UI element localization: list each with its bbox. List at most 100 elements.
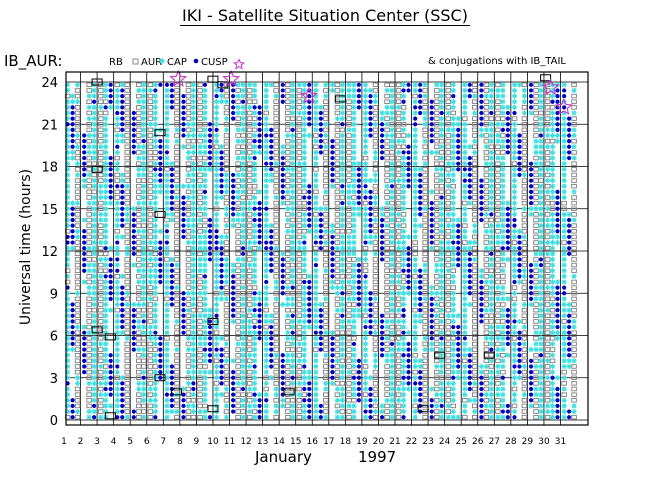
cusp-point bbox=[82, 336, 86, 340]
cusp-point bbox=[357, 263, 361, 267]
cap-point bbox=[141, 285, 146, 290]
cusp-point bbox=[567, 235, 571, 239]
cusp-point bbox=[71, 314, 75, 318]
cusp-point bbox=[319, 347, 323, 351]
cap-point bbox=[141, 217, 146, 222]
cusp-point bbox=[368, 331, 372, 335]
cap-point bbox=[363, 127, 368, 132]
cap-point bbox=[545, 223, 550, 228]
aur-point bbox=[335, 331, 340, 335]
cusp-point bbox=[319, 117, 323, 121]
cap-point bbox=[423, 206, 428, 211]
cap-point bbox=[423, 116, 428, 121]
cap-point bbox=[522, 99, 527, 104]
cap-point bbox=[240, 234, 245, 239]
cap-point bbox=[550, 319, 555, 324]
aur-point bbox=[347, 106, 352, 110]
aur-point bbox=[385, 241, 390, 245]
cusp-point bbox=[489, 252, 493, 256]
cap-point bbox=[169, 161, 174, 166]
aur-point bbox=[522, 128, 527, 132]
cap-point bbox=[451, 223, 456, 228]
x-tick-label: 31 bbox=[555, 437, 566, 447]
aur-point bbox=[141, 308, 146, 312]
cusp-point bbox=[269, 263, 273, 267]
cusp-point bbox=[562, 291, 566, 295]
aur-point bbox=[148, 314, 153, 318]
cusp-point bbox=[307, 224, 311, 228]
cusp-point bbox=[170, 381, 174, 385]
cusp-point bbox=[555, 325, 559, 329]
cusp-point bbox=[368, 409, 372, 413]
cap-point bbox=[373, 358, 378, 363]
cap-point bbox=[363, 341, 368, 346]
aur-point bbox=[141, 359, 146, 363]
cusp-point bbox=[406, 167, 410, 171]
aur-point bbox=[439, 235, 444, 239]
cusp-point bbox=[120, 291, 124, 295]
cap-point bbox=[191, 296, 196, 301]
aur-point bbox=[522, 179, 527, 183]
aur-point bbox=[285, 325, 290, 329]
aur-point bbox=[572, 100, 577, 104]
cap-point bbox=[191, 268, 196, 273]
cap-point bbox=[550, 144, 555, 149]
aur-point bbox=[423, 382, 428, 386]
aur-point bbox=[385, 190, 390, 194]
cap-point bbox=[495, 133, 500, 138]
cap-point bbox=[290, 144, 295, 149]
cap-point bbox=[340, 257, 345, 262]
cap-point bbox=[236, 155, 241, 160]
aur-point bbox=[324, 139, 329, 143]
cap-point bbox=[214, 370, 219, 375]
rb-point bbox=[541, 75, 551, 81]
aur-point bbox=[75, 365, 80, 369]
cap-point bbox=[264, 144, 269, 149]
cap-point bbox=[384, 201, 389, 206]
aur-point bbox=[496, 410, 501, 414]
cap-point bbox=[290, 274, 295, 279]
aur-point bbox=[373, 106, 378, 110]
cap-point bbox=[439, 88, 444, 93]
cap-point bbox=[153, 409, 158, 414]
aur-point bbox=[75, 275, 80, 279]
cap-point bbox=[302, 353, 307, 358]
cap-point bbox=[439, 330, 444, 335]
aur-point bbox=[198, 365, 203, 369]
cap-point bbox=[136, 144, 141, 149]
cap-point bbox=[363, 279, 368, 284]
cap-point bbox=[384, 184, 389, 189]
cap-point bbox=[418, 167, 423, 172]
cusp-point bbox=[319, 145, 323, 149]
cap-point bbox=[346, 246, 351, 251]
cusp-point bbox=[468, 162, 472, 166]
cusp-point bbox=[269, 162, 273, 166]
cap-point bbox=[202, 133, 207, 138]
cap-point bbox=[351, 167, 356, 172]
cap-point bbox=[562, 330, 567, 335]
cap-point bbox=[158, 184, 163, 189]
aur-point bbox=[92, 173, 97, 177]
cap-point bbox=[373, 409, 378, 414]
cap-point bbox=[164, 302, 169, 307]
cusp-point bbox=[181, 122, 185, 126]
cusp-point bbox=[208, 415, 212, 419]
aur-point bbox=[472, 359, 477, 363]
cusp-point bbox=[418, 302, 422, 306]
cap-point bbox=[214, 386, 219, 391]
cusp-point bbox=[181, 235, 185, 239]
cap-point bbox=[451, 155, 456, 160]
cap-point bbox=[313, 161, 318, 166]
aur-point bbox=[247, 190, 252, 194]
aur-point bbox=[572, 213, 577, 217]
y-tick-label: 18 bbox=[41, 161, 58, 176]
aur-point bbox=[396, 353, 401, 357]
cap-point bbox=[462, 212, 467, 217]
cap-point bbox=[489, 302, 494, 307]
cap-point bbox=[423, 262, 428, 267]
cap-point bbox=[115, 347, 120, 352]
cusp-point bbox=[319, 308, 323, 312]
cap-point bbox=[290, 234, 295, 239]
aur-point bbox=[423, 134, 428, 138]
aur-point bbox=[125, 168, 130, 172]
